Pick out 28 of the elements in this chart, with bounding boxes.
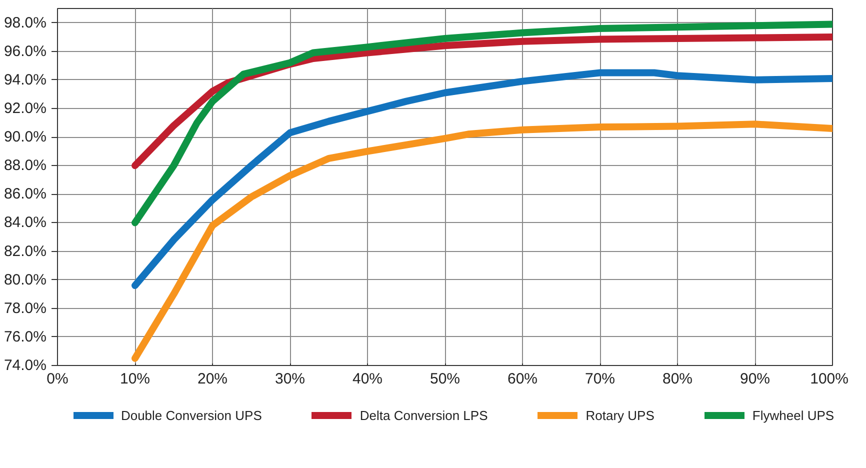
y-tick-label: 84.0%	[4, 214, 47, 232]
y-tick-label: 74.0%	[4, 357, 47, 374]
y-tick-label: 78.0%	[4, 300, 47, 317]
x-tick-label: 60%	[507, 370, 538, 388]
legend-label: Flywheel UPS	[752, 408, 834, 422]
x-tick-label: 10%	[120, 370, 150, 388]
y-tick-label: 94.0%	[4, 71, 47, 88]
x-tick-label: 90%	[740, 370, 770, 388]
x-tick-label: 80%	[662, 370, 693, 388]
x-tick-label: 30%	[274, 370, 306, 388]
y-tick-label: 90.0%	[4, 128, 47, 146]
y-tick-label: 92.0%	[4, 100, 47, 117]
x-tick-label: 70%	[584, 370, 616, 388]
x-tick-label: 50%	[430, 370, 460, 388]
x-tick-label: 40%	[352, 370, 383, 388]
x-tick-label: 100%	[810, 370, 849, 388]
y-tick-label: 88.0%	[4, 157, 47, 174]
legend-label: Rotary UPS	[586, 408, 654, 422]
y-tick-label: 80.0%	[4, 271, 47, 288]
y-tick-label: 76.0%	[4, 328, 47, 346]
x-tick-label: 0%	[46, 370, 68, 388]
y-tick-label: 98.0%	[4, 14, 47, 32]
legend-label: Delta Conversion LPS	[360, 408, 488, 422]
y-tick-label: 86.0%	[4, 186, 47, 203]
y-tick-label: 96.0%	[4, 42, 47, 60]
legend-label: Double Conversion UPS	[120, 408, 262, 422]
y-tick-label: 82.0%	[4, 242, 47, 260]
x-tick-label: 20%	[197, 370, 228, 388]
